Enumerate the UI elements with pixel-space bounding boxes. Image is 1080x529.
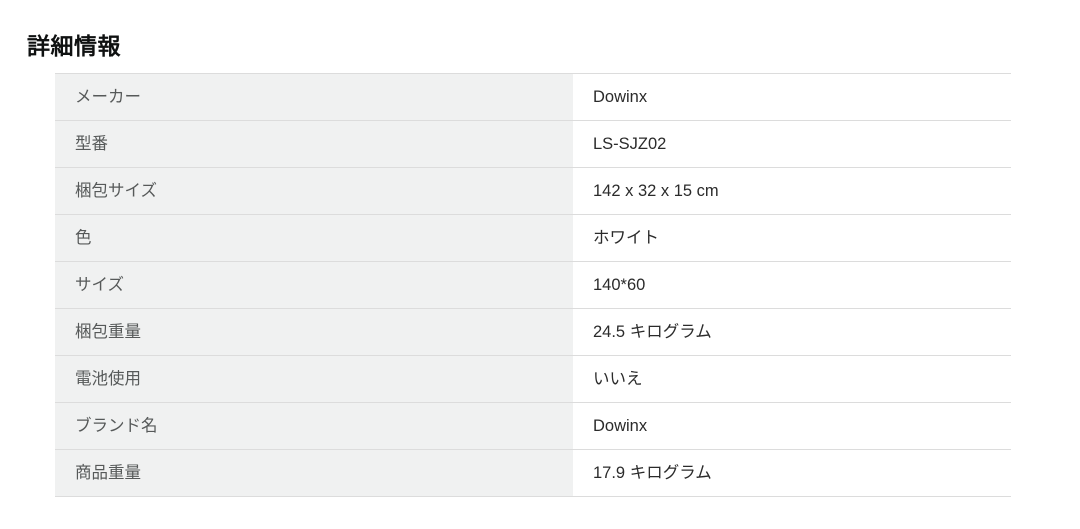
detail-value: いいえ [573, 355, 1011, 403]
detail-row: 色ホワイト [55, 214, 1011, 262]
detail-label: 商品重量 [55, 449, 573, 497]
detail-row: 型番 LS-SJZ02 [55, 120, 1011, 168]
detail-label: 電池使用 [55, 355, 573, 403]
detail-value: ホワイト [573, 214, 1011, 262]
detail-value: 24.5 キログラム [573, 308, 1011, 356]
detail-value: Dowinx [573, 73, 1011, 121]
product-details-table-body: メーカー Dowinx 型番 LS-SJZ02 梱包サイズ 142 x 32 x 15 c… [55, 73, 1011, 497]
detail-label: メーカー [55, 73, 573, 121]
detail-row: ブランド名 Dowinx [55, 402, 1011, 450]
detail-value: LS-SJZ02 [573, 120, 1011, 168]
detail-row: 梱包サイズ 142 x 32 x 15 cm [55, 167, 1011, 215]
detail-value: 17.9 キログラム [573, 449, 1011, 497]
detail-row: メーカー Dowinx [55, 73, 1011, 121]
detail-label: サイズ [55, 261, 573, 309]
detail-value: 140*60 [573, 261, 1011, 309]
detail-label: 梱包重量 [55, 308, 573, 356]
detail-label: 梱包サイズ [55, 167, 573, 215]
detail-value: 142 x 32 x 15 cm [573, 167, 1011, 215]
product-details-table: メーカー Dowinx 型番 LS-SJZ02 梱包サイズ 142 x 32 x 15 c… [55, 73, 1011, 497]
detail-row: 商品重量 17.9 キログラム [55, 449, 1011, 497]
section-title: 詳細情報 [27, 33, 121, 60]
detail-label: 色 [55, 214, 573, 262]
detail-row: 電池使用 いいえ [55, 355, 1011, 403]
detail-row: 梱包重量 24.5 キログラム [55, 308, 1011, 356]
detail-row: サイズ 140*60 [55, 261, 1011, 309]
detail-value: Dowinx [573, 402, 1011, 450]
detail-label: 型番 [55, 120, 573, 168]
detail-label: ブランド名 [55, 402, 573, 450]
